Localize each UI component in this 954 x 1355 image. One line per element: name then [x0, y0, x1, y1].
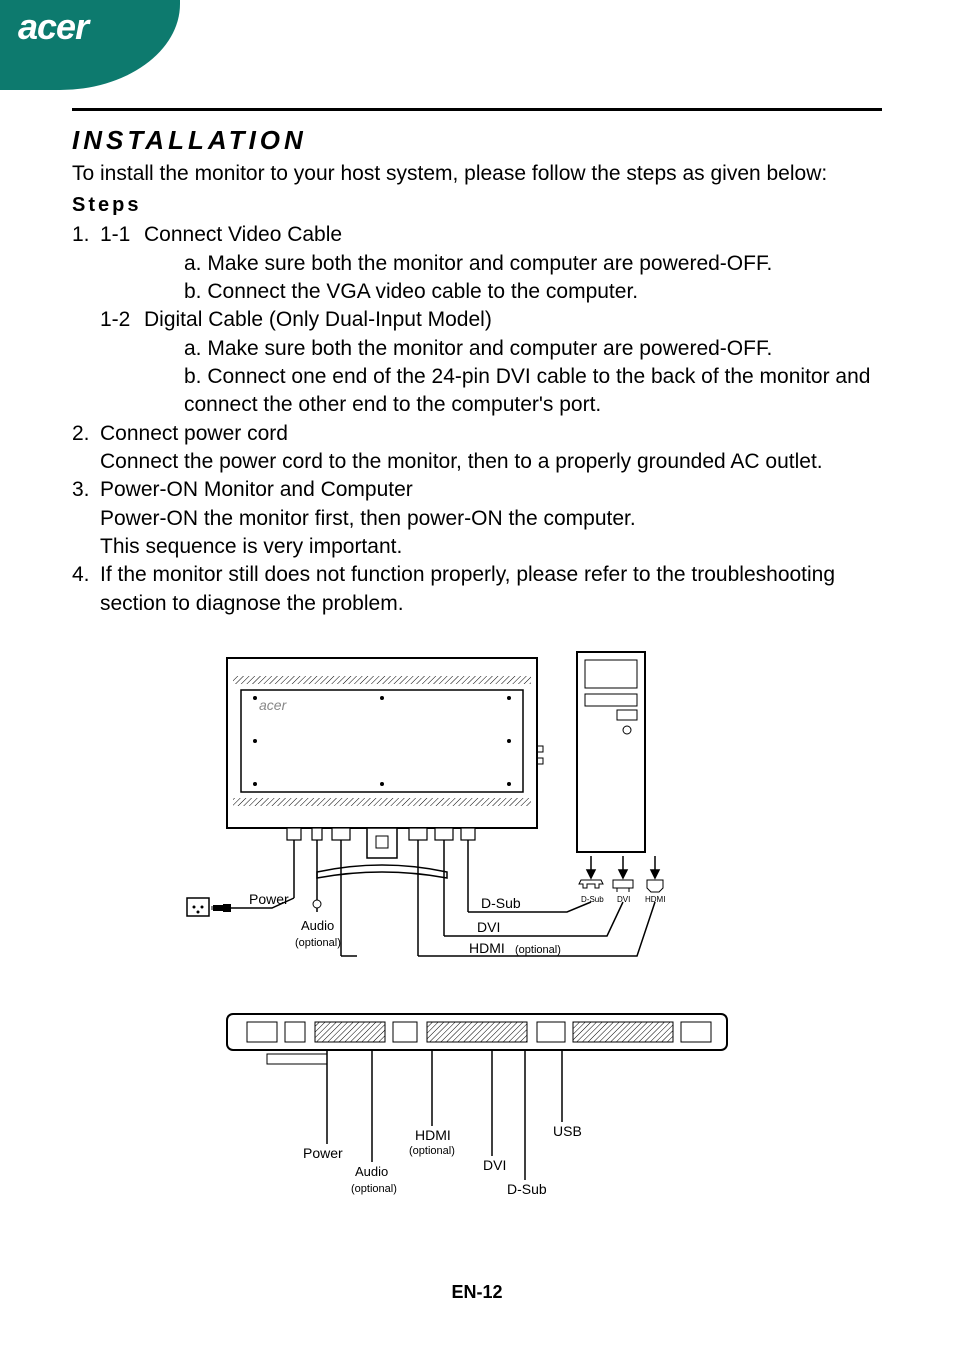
steps-list: 1. 1-1 Connect Video Cable a. Make sure … — [72, 221, 882, 618]
page-number: EN-12 — [0, 1282, 954, 1303]
step-1-1-id: 1-1 — [100, 221, 144, 249]
d1-pc-dvi: DVI — [617, 895, 630, 904]
d1-hdmi-label: HDMI — [469, 940, 505, 956]
steps-heading: Steps — [72, 194, 882, 217]
step-4-number: 4. — [72, 561, 100, 618]
step-1: 1. 1-1 Connect Video Cable — [72, 221, 882, 249]
step-2-body: Connect the power cord to the monitor, t… — [100, 448, 882, 476]
d2-hdmi-note: (optional) — [409, 1145, 455, 1157]
step-1-2-b: b. Connect one end of the 24-pin DVI cab… — [184, 363, 882, 420]
d2-audio-note: (optional) — [351, 1183, 397, 1195]
d2-dsub-label: D-Sub — [507, 1181, 547, 1197]
installation-heading: INSTALLATION — [72, 125, 882, 156]
d2-power-label: Power — [303, 1145, 343, 1161]
d1-pc-dsub: D-Sub — [581, 895, 604, 904]
monitor-brand-text: acer — [259, 697, 288, 713]
step-3: 3. Power-ON Monitor and Computer — [72, 476, 882, 504]
d2-audio-label: Audio — [355, 1164, 388, 1179]
step-1-number: 1. — [72, 221, 100, 249]
step-1-2-id: 1-2 — [100, 306, 144, 334]
step-2-title: Connect power cord — [100, 420, 882, 448]
step-3-title: Power-ON Monitor and Computer — [100, 476, 882, 504]
step-2-number: 2. — [72, 420, 100, 448]
step-3-number: 3. — [72, 476, 100, 504]
page: acer INSTALLATION To install the monitor… — [0, 0, 954, 1355]
step-2: 2. Connect power cord — [72, 420, 882, 448]
top-rule — [72, 108, 882, 111]
step-1-1-b: b. Connect the VGA video cable to the co… — [184, 278, 882, 306]
d1-dvi-label: DVI — [477, 919, 500, 935]
step-1-2-title: Digital Cable (Only Dual-Input Model) — [144, 306, 882, 334]
step-3-body2: This sequence is very important. — [100, 533, 882, 561]
step-4-body: If the monitor still does not function p… — [100, 561, 882, 618]
d1-dsub-label: D-Sub — [481, 895, 521, 911]
d1-audio-label: Audio — [301, 918, 334, 933]
d2-hdmi-label: HDMI — [415, 1127, 451, 1143]
figures: acer — [72, 646, 882, 1214]
d1-audio-note: (optional) — [295, 937, 341, 949]
brand-logo: acer — [18, 6, 88, 48]
d1-hdmi-note: (optional) — [515, 944, 561, 956]
brand-corner: acer — [0, 0, 180, 90]
step-1-2: 1-2 Digital Cable (Only Dual-Input Model… — [100, 306, 882, 334]
step-1-1-title: Connect Video Cable — [144, 221, 882, 249]
intro-text: To install the monitor to your host syst… — [72, 160, 882, 188]
connection-diagram-1: acer — [177, 646, 777, 986]
step-4: 4. If the monitor still does not functio… — [72, 561, 882, 618]
step-3-body1: Power-ON the monitor first, then power-O… — [100, 505, 882, 533]
d1-power-label: Power — [249, 891, 289, 907]
step-1-2-a: a. Make sure both the monitor and comput… — [184, 335, 882, 363]
d2-usb-label: USB — [553, 1123, 582, 1139]
step-1-1-a: a. Make sure both the monitor and comput… — [184, 250, 882, 278]
d2-dvi-label: DVI — [483, 1157, 506, 1173]
connection-diagram-2: Power Audio (optional) HDMI (optional) D… — [207, 1004, 747, 1214]
content: INSTALLATION To install the monitor to y… — [72, 108, 882, 1214]
